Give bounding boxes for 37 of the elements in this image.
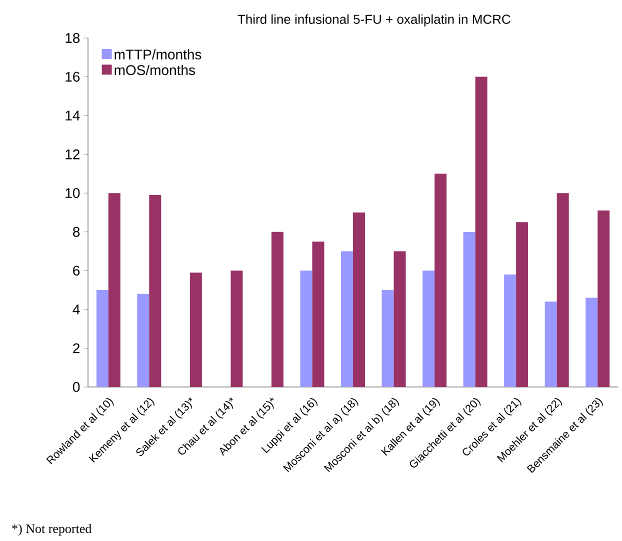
bar bbox=[190, 272, 202, 387]
bar bbox=[230, 270, 243, 387]
bar bbox=[586, 298, 598, 387]
bar bbox=[96, 290, 108, 387]
bar bbox=[312, 242, 324, 387]
bar bbox=[434, 174, 447, 387]
bar bbox=[394, 251, 406, 387]
legend-label: mTTP/months bbox=[114, 49, 202, 60]
y-tick-label: 14 bbox=[66, 110, 80, 120]
y-tick-label: 8 bbox=[73, 226, 80, 237]
bar bbox=[137, 294, 150, 387]
bar bbox=[516, 222, 528, 387]
chart-title: Third line infusional 5-FU + oxaliplatin in MCRC bbox=[238, 14, 510, 26]
y-tick-label: 4 bbox=[72, 304, 80, 314]
bar bbox=[300, 270, 312, 387]
bar bbox=[598, 210, 610, 387]
bar bbox=[382, 290, 394, 387]
y-tick-label: 2 bbox=[73, 343, 80, 354]
bar bbox=[544, 302, 557, 387]
bar bbox=[556, 193, 569, 387]
legend-label: mOS/months bbox=[114, 64, 195, 76]
text: *) Not reported bbox=[12, 524, 92, 536]
bar bbox=[463, 232, 476, 387]
bar bbox=[475, 76, 488, 387]
bar bbox=[271, 232, 284, 387]
bar bbox=[353, 212, 365, 387]
y-tick-label: 6 bbox=[73, 266, 80, 276]
y-tick-label: 0 bbox=[72, 382, 80, 392]
y-tick-label: 16 bbox=[66, 72, 80, 82]
bar bbox=[341, 251, 353, 387]
y-tick-label: 12 bbox=[66, 149, 80, 160]
bar bbox=[422, 270, 435, 387]
bar bbox=[149, 195, 162, 387]
y-tick-label: 10 bbox=[66, 188, 80, 198]
bar bbox=[108, 193, 120, 387]
bar bbox=[504, 274, 516, 387]
y-tick-label: 18 bbox=[66, 33, 80, 43]
